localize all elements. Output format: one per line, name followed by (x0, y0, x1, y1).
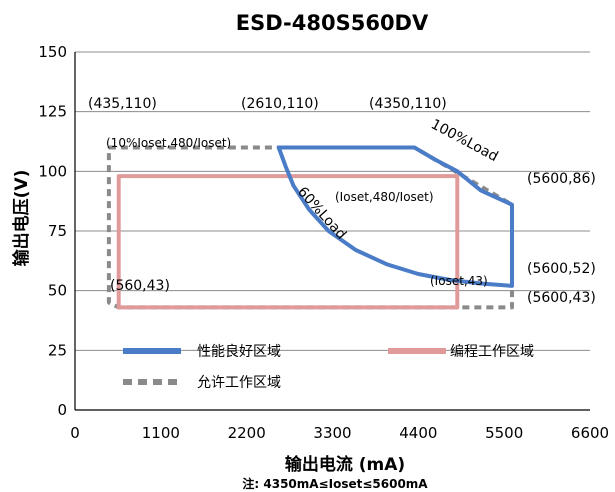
x-axis-title: 输出电流 (mA) (285, 454, 405, 475)
annotation-5600-52: (5600,52) (527, 261, 596, 277)
axes (74, 52, 590, 411)
y-axis-title: 输出电压(V) (11, 170, 32, 267)
annotation-5600-43: (5600,43) (527, 290, 596, 306)
legend-label-0: 性能良好区域 (197, 344, 281, 360)
x-tick-labels: 0 1100 2200 3300 4400 5500 6600 (70, 424, 609, 442)
x-tick-0: 0 (70, 424, 80, 442)
chart-title: ESD-480S560DV (236, 11, 429, 35)
annotation-560-43: (560,43) (110, 278, 170, 294)
annotation-10pct-ioset: (10%Ioset,480/Ioset) (106, 136, 231, 150)
series-line-1 (116, 174, 460, 310)
label-100-load: 100%Load (428, 116, 501, 165)
x-tick-1100: 1100 (142, 424, 180, 442)
y-tick-150: 150 (38, 43, 67, 61)
y-tick-125: 125 (38, 103, 67, 121)
x-tick-5500: 5500 (485, 424, 523, 442)
x-tick-6600: 6600 (571, 424, 609, 442)
annotation-4350-110: (4350,110) (369, 96, 447, 112)
legend-label-2: 允许工作区域 (197, 375, 281, 391)
x-tick-3300: 3300 (313, 424, 351, 442)
annotation-2610-110: (2610,110) (241, 96, 319, 112)
y-tick-100: 100 (38, 162, 67, 180)
y-tick-25: 25 (48, 341, 67, 359)
series-lines (106, 145, 514, 310)
annotation-ioset-power: (Ioset,480/Ioset) (335, 190, 434, 204)
y-tick-75: 75 (48, 222, 67, 240)
annotation-435-110: (435,110) (88, 96, 157, 112)
x-tick-4400: 4400 (399, 424, 437, 442)
y-tick-0: 0 (57, 401, 67, 419)
annotation-5600-86: (5600,86) (527, 171, 596, 187)
legend-label-1: 编程工作区域 (450, 344, 534, 360)
annotation-ioset-43: (Ioset,43) (430, 274, 488, 288)
y-tick-labels: 0 25 50 75 100 125 150 (38, 43, 67, 419)
footnote: 注: 4350mA≤Ioset≤5600mA (242, 476, 428, 491)
grid-lines (75, 51, 590, 351)
y-tick-50: 50 (48, 282, 67, 300)
x-tick-2200: 2200 (228, 424, 266, 442)
series-line-0 (276, 145, 514, 288)
